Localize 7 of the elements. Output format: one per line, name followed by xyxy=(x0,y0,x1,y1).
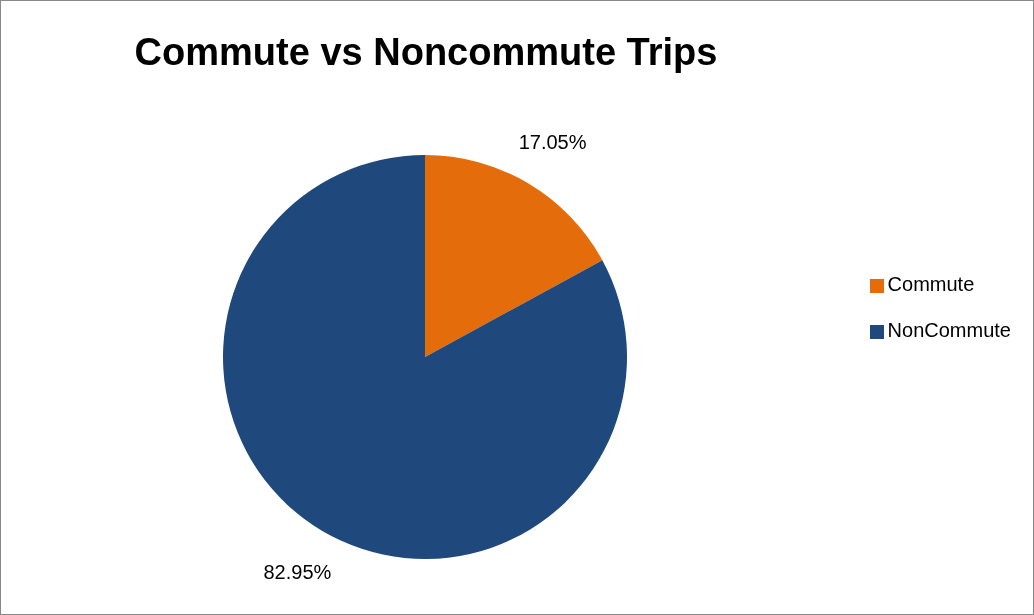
data-label: 82.95% xyxy=(263,560,332,583)
chart-title: Commute vs Noncommute Trips xyxy=(133,31,719,74)
legend-label: Commute xyxy=(887,273,975,295)
pie-slice xyxy=(425,155,603,357)
legend-label: NonCommute xyxy=(887,319,1011,341)
data-label: 17.05% xyxy=(518,131,587,154)
pie-slice xyxy=(223,155,627,559)
